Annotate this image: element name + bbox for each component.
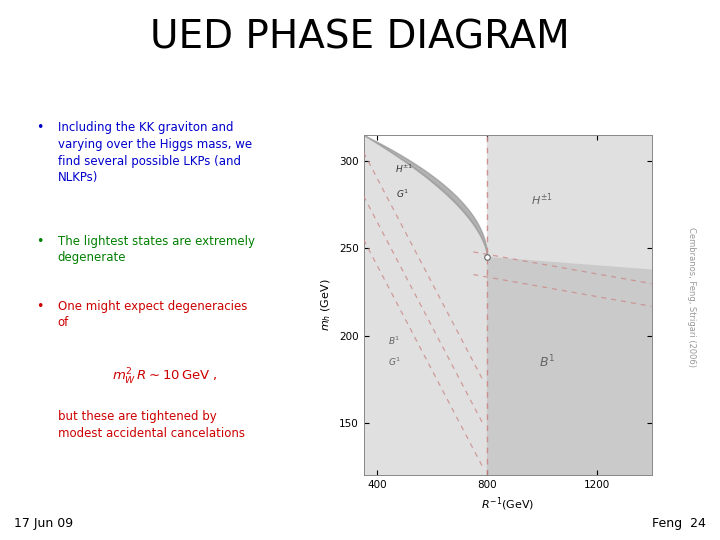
Text: $H^{\pm 1}$: $H^{\pm 1}$ bbox=[531, 191, 553, 208]
Text: but these are tightened by
modest accidental cancelations: but these are tightened by modest accide… bbox=[58, 410, 245, 440]
Text: 17 Jun 09: 17 Jun 09 bbox=[14, 517, 73, 530]
Text: $G^1$: $G^1$ bbox=[396, 187, 409, 200]
Text: UED PHASE DIAGRAM: UED PHASE DIAGRAM bbox=[150, 19, 570, 57]
Text: •: • bbox=[36, 122, 43, 134]
Text: •: • bbox=[36, 235, 43, 248]
Text: $G^1$: $G^1$ bbox=[388, 356, 402, 368]
Text: Including the KK graviton and
varying over the Higgs mass, we
find several possi: Including the KK graviton and varying ov… bbox=[58, 122, 252, 184]
Text: One might expect degeneracies
of: One might expect degeneracies of bbox=[58, 300, 247, 329]
Text: $m_W^2\,R \sim 10\,\mathrm{GeV}$ ,: $m_W^2\,R \sim 10\,\mathrm{GeV}$ , bbox=[112, 367, 217, 387]
X-axis label: $R^{-1}$(GeV): $R^{-1}$(GeV) bbox=[481, 496, 534, 513]
Text: $B^1$: $B^1$ bbox=[388, 335, 400, 347]
Text: $B^1$: $B^1$ bbox=[539, 354, 555, 370]
Y-axis label: $m_h$ (GeV): $m_h$ (GeV) bbox=[320, 279, 333, 332]
Text: The lightest states are extremely
degenerate: The lightest states are extremely degene… bbox=[58, 235, 255, 265]
Text: •: • bbox=[36, 300, 43, 313]
Text: Feng  24: Feng 24 bbox=[652, 517, 706, 530]
Text: Cembranos, Feng, Strigari (2006): Cembranos, Feng, Strigari (2006) bbox=[687, 227, 696, 367]
Text: $H^{\pm 1}$: $H^{\pm 1}$ bbox=[395, 163, 413, 176]
